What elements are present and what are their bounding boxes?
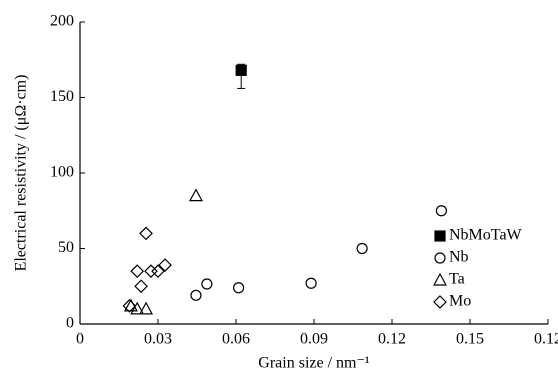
marker-circle [201,278,213,290]
marker-diamond [139,226,153,241]
legend-label: NbMoTaW [449,227,523,244]
y-tick-label: 150 [50,88,74,105]
x-tick-label: 0.06 [222,331,250,348]
marker-triangle [188,188,203,202]
y-axis-label: Electrical resistivity / (μΩ·cm) [13,75,30,272]
marker-circle [305,277,317,289]
legend-label: Mo [449,293,471,310]
marker-diamond [122,299,137,313]
marker-square [434,230,446,242]
marker-diamond [134,279,148,294]
marker-triangle [139,301,154,315]
marker-triangle [130,301,145,315]
y-tick-label: 50 [58,239,74,256]
y-tick-label: 200 [50,13,74,30]
marker-diamond [158,258,172,272]
x-tick-label: 0.03 [144,331,172,348]
legend-label: Nb [449,249,469,266]
marker-diamond [433,295,447,309]
marker-triangle [432,272,448,286]
marker-diamond [151,264,165,278]
marker-square [235,64,247,76]
x-tick-label: 0.12 [534,331,558,348]
x-axis-label: Grain size / nm⁻¹ [258,355,370,372]
marker-circle [435,205,447,217]
marker-diamond [130,264,145,278]
x-tick-label: 0.15 [456,331,484,348]
x-tick-label: 0 [76,331,84,348]
x-tick-label: 0.09 [300,331,328,348]
y-tick-label: 0 [66,315,74,332]
marker-circle [356,242,368,255]
marker-diamond [144,264,158,278]
marker-circle [190,289,202,301]
marker-circle [233,282,245,294]
legend-label: Ta [449,271,465,288]
y-tick-label: 100 [50,164,74,181]
marker-circle [434,252,446,264]
x-tick-label: 0.12 [378,331,406,348]
